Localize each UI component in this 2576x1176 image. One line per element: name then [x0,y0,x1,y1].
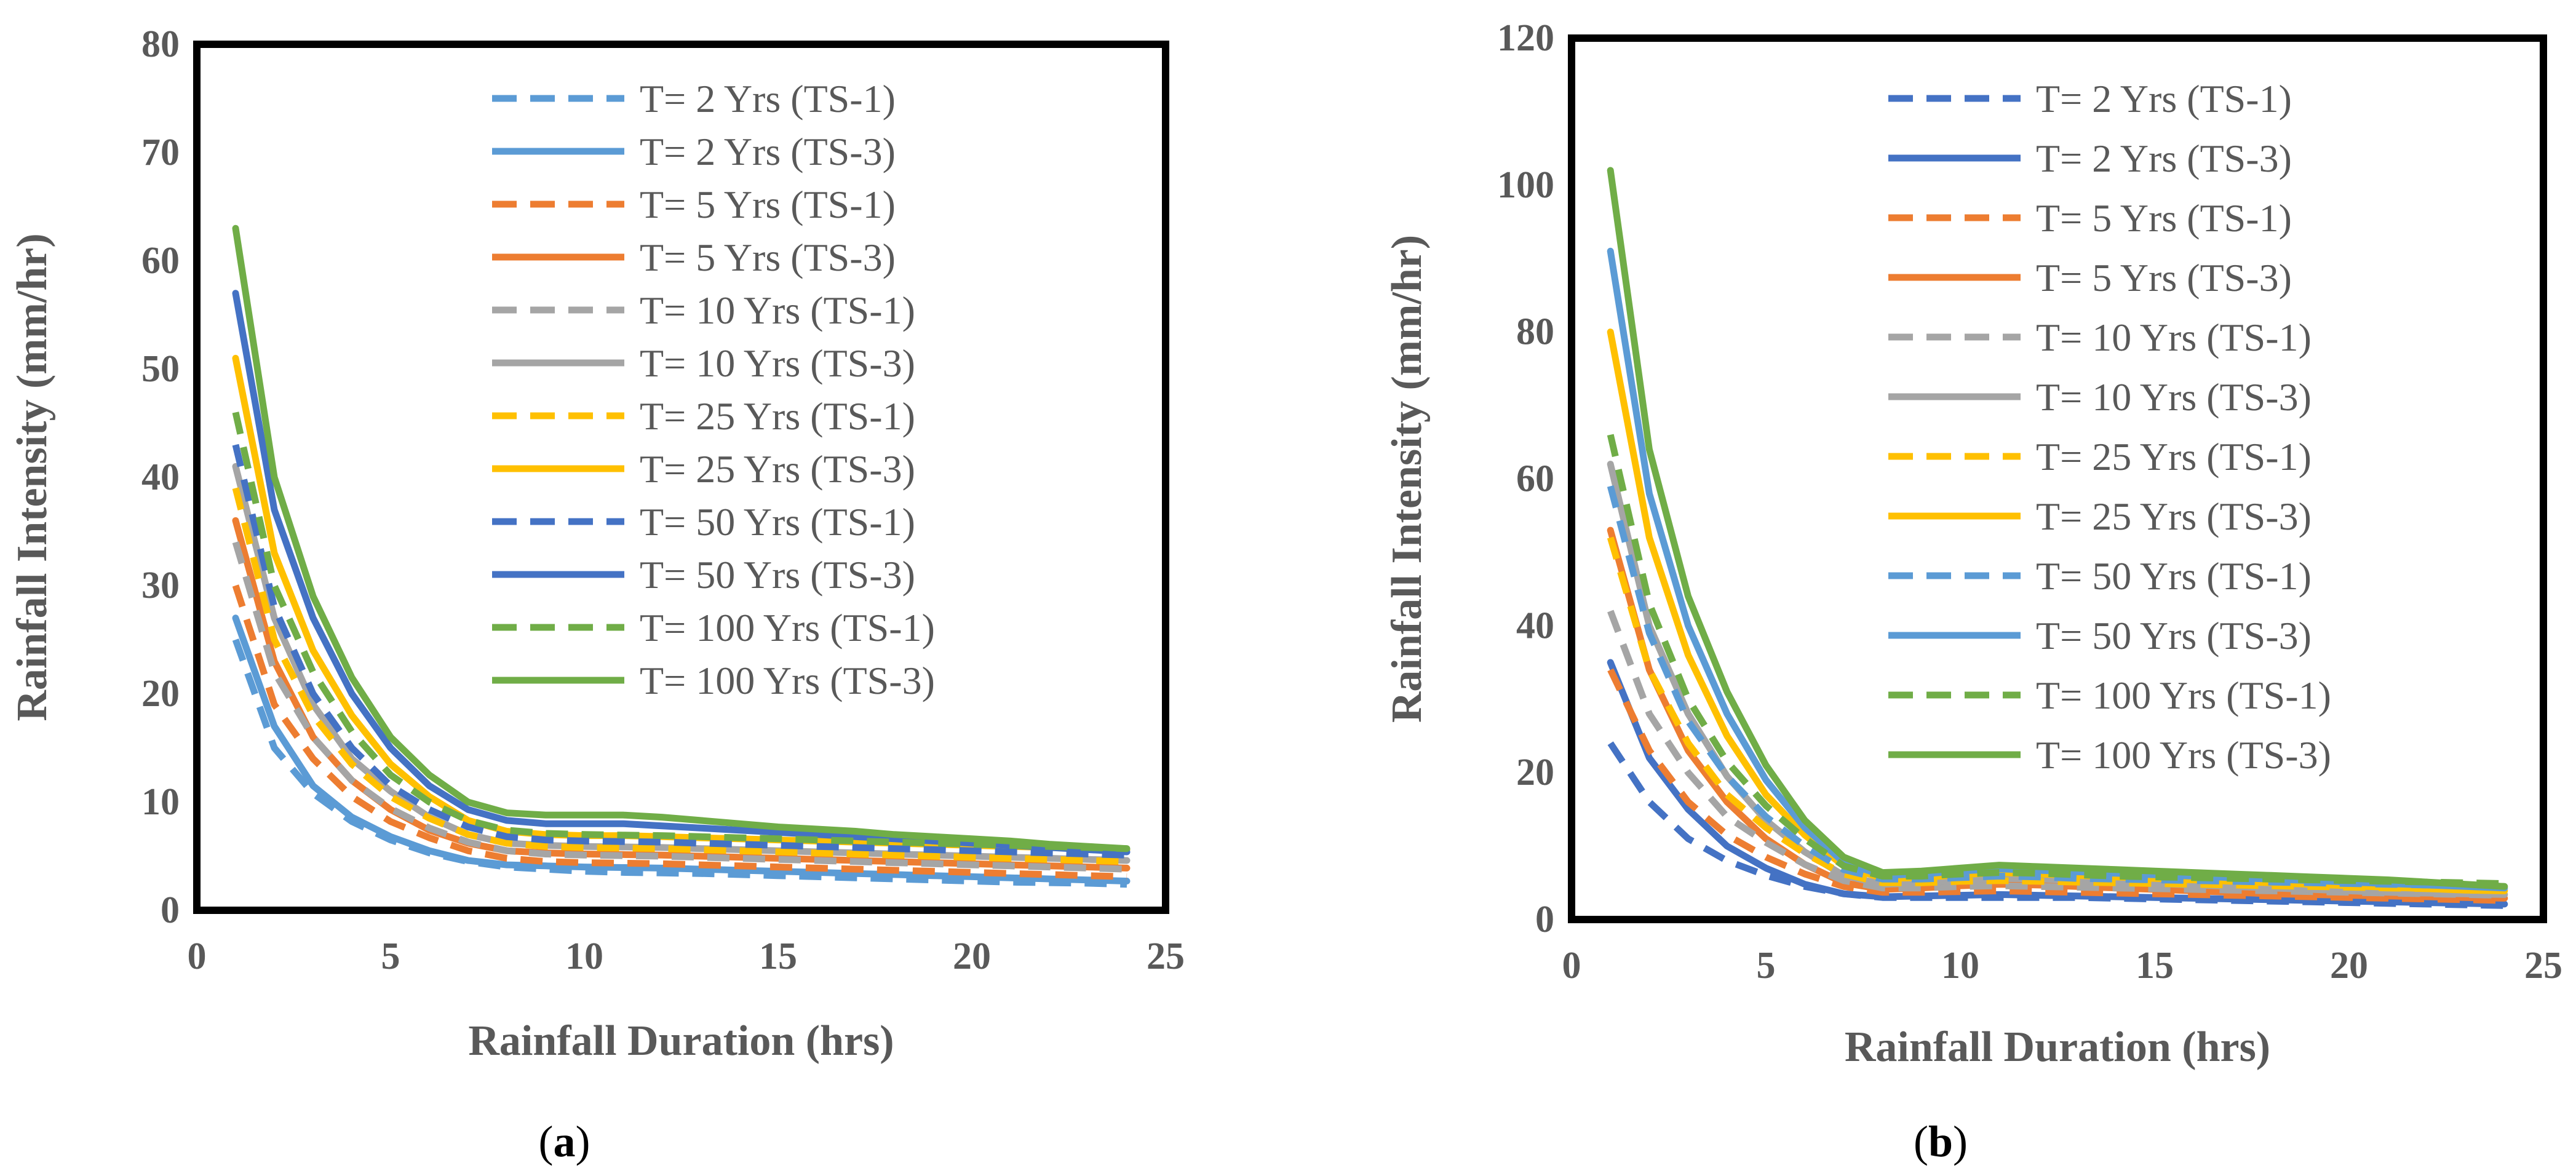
series-line [1607,167,2508,890]
panel-label: (a) [539,1117,590,1166]
y-tick-label: 80 [1516,311,1554,353]
chart-panel-a: 0 10 20 30 40 50 60 70 80 0 5 10 15 20 25 Rainfall Dura… [9,23,1185,1166]
y-tick-label: 20 [1516,752,1554,793]
y-tick-label: 50 [141,348,180,390]
legend-entry-label: T= 5 Yrs (TS-1) [640,183,896,226]
x-axis-title: Rainfall Duration (hrs) [468,1017,894,1065]
x-tick-label: 10 [1941,945,1979,987]
legend-entry-label: T= 2 Yrs (TS-3) [640,130,896,173]
x-tick-label: 0 [188,936,207,977]
y-tick-label: 80 [141,23,180,65]
y-tick-label: 20 [141,673,180,715]
series-line [232,487,1127,865]
x-tick-label: 20 [2330,945,2368,987]
series-line [1607,610,2505,899]
y-axis-title: Rainfall Intensity (mm/hr) [9,233,56,721]
series-line [232,411,1127,852]
series-line [1607,668,2505,904]
plot-area-frame [193,41,1169,914]
legend-entry-label: T= 5 Yrs (TS-1) [2036,196,2292,240]
legend: T= 2 Yrs (TS-1) T= 2 Yrs (TS-3) T= 5 Yrs (… [1888,77,2331,777]
series-line [232,584,1127,880]
chart-panel-b: 0 20 40 60 80 100 120 0 5 10 15 20 25 Rainfall Durati… [1383,17,2562,1166]
x-tick-label: 25 [1147,936,1185,977]
legend-entry-label: T= 25 Yrs (TS-1) [2036,435,2312,479]
panel-letter: b [1928,1117,1953,1166]
legend-entry-label: T= 5 Yrs (TS-3) [2036,256,2292,300]
series-line [232,224,1131,852]
series-line [232,443,1127,859]
y-tick-label: 0 [1535,899,1554,940]
x-tick-label: 20 [953,936,991,977]
y-tick-label: 120 [1497,17,1554,59]
legend: T= 2 Yrs (TS-1) T= 2 Yrs (TS-3) T= 5 Yrs (… [492,77,935,702]
legend-entry-label: T= 50 Yrs (TS-1) [640,500,915,544]
legend-entry-label: T= 100 Yrs (TS-3) [2036,733,2331,777]
x-tick-label: 15 [759,936,797,977]
legend-entry-label: T= 100 Yrs (TS-1) [2036,673,2331,717]
y-tick-label: 0 [161,889,180,931]
x-tick-label: 10 [565,936,603,977]
y-tick-label: 60 [1516,458,1554,500]
panel-label: (b) [1914,1117,1968,1166]
y-tick-label: 100 [1497,164,1554,206]
legend-entry-label: T= 50 Yrs (TS-3) [640,553,915,597]
legend-entry-label: T= 25 Yrs (TS-1) [640,394,915,438]
legend-entry-label: T= 2 Yrs (TS-3) [2036,137,2292,180]
legend-entry-label: T= 25 Yrs (TS-3) [640,447,915,491]
legend-entry-label: T= 10 Yrs (TS-3) [640,341,915,385]
y-tick-label: 40 [141,456,180,498]
series-line [1607,659,2508,908]
legend-entry-label: T= 2 Yrs (TS-1) [640,77,896,121]
panel-letter: a [554,1117,576,1166]
legend-entry-label: T= 10 Yrs (TS-1) [2036,316,2312,359]
y-tick-label: 70 [141,132,180,173]
legend-entry-label: T= 10 Yrs (TS-3) [2036,375,2312,419]
y-tick-label: 60 [141,240,180,282]
legend-entry-label: T= 2 Yrs (TS-1) [2036,77,2292,121]
series-line [232,614,1131,884]
y-tick-label: 40 [1516,605,1554,646]
legend-entry-label: T= 100 Yrs (TS-3) [640,659,935,702]
legend-entry-label: T= 5 Yrs (TS-3) [640,236,896,279]
legend-entry-label: T= 10 Yrs (TS-1) [640,288,915,332]
x-tick-label: 0 [1562,945,1581,987]
x-tick-label: 5 [1757,945,1776,987]
x-tick-label: 15 [2136,945,2174,987]
legend-entry-label: T= 100 Yrs (TS-1) [640,606,935,650]
x-axis-title: Rainfall Duration (hrs) [1845,1023,2270,1071]
legend-entry-label: T= 50 Yrs (TS-1) [2036,554,2312,598]
y-axis-title: Rainfall Intensity (mm/hr) [1383,235,1431,723]
legend-entry-label: T= 50 Yrs (TS-3) [2036,614,2312,658]
plot-area-frame [1568,34,2547,923]
x-tick-label: 25 [2524,945,2562,987]
y-tick-label: 10 [141,781,180,823]
series-line [232,541,1127,873]
y-tick-label: 30 [141,565,180,606]
legend-entry-label: T= 25 Yrs (TS-3) [2036,495,2312,538]
x-tick-label: 5 [381,936,400,977]
